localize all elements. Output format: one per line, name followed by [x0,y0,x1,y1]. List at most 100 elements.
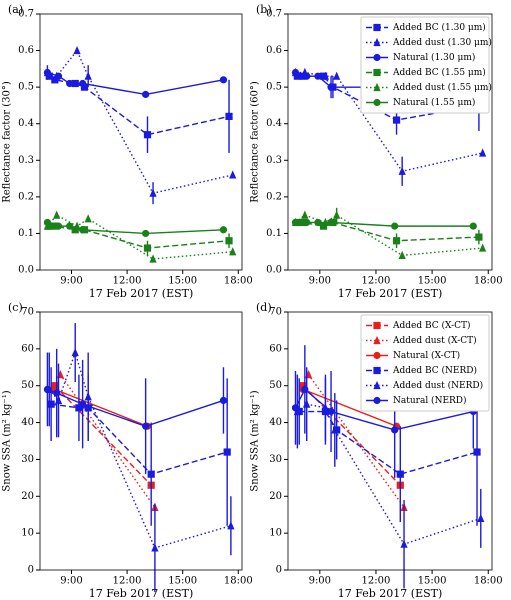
marker [314,72,322,80]
x-tick-label: 18:00 [224,276,253,287]
y-tick-label: 0.7 [18,9,34,20]
y-tick-label: 0 [28,565,34,576]
marker [79,400,87,408]
marker [149,188,157,197]
legend-box [360,16,490,114]
marker [373,53,381,62]
x-axis-label: 17 Feb 2017 (EST) [89,287,194,300]
x-tick-label: 12:00 [113,276,142,287]
marker [142,90,150,99]
panel: 0 10 20 30 40 50 60 70 9:00 12:00 15:00 18:00 17 Feb… [250,301,503,600]
legend-label: Added dust (X-CT) [392,335,477,346]
marker [53,389,61,397]
marker [331,425,339,434]
marker [391,426,399,434]
y-tick-label: 0.6 [266,45,282,56]
marker [149,254,157,263]
panel-label: (b) [256,3,272,16]
marker [79,79,87,88]
marker [373,82,381,92]
axes-frame [39,311,243,571]
y-axis-label: Reflectance factor (60°) [250,81,261,203]
axes-frame [39,13,243,271]
x-tick-label: 9:00 [60,276,82,287]
marker [73,45,81,55]
marker [223,448,231,456]
panel: 0.0 0.1 0.2 0.3 0.4 0.5 0.6 0.7 9:00 12:00 15:00 18… [250,3,503,300]
marker [43,68,52,77]
marker [54,72,63,80]
y-axis-label: Snow SSA (m² kg⁻¹) [2,390,13,491]
marker [373,23,381,32]
marker [479,243,487,252]
series-line [51,403,228,475]
marker [301,385,309,393]
y-tick-label: 0.3 [266,155,282,166]
marker [143,131,152,139]
y-tick-label: 0.0 [266,265,282,276]
y-tick-label: 70 [269,307,282,318]
x-tick-label: 9:00 [309,276,331,287]
marker [479,148,487,157]
marker [319,222,328,230]
legend-label: Added BC (1.55 μm) [392,67,486,78]
y-tick-label: 0.1 [266,228,282,239]
marker [373,396,381,405]
y-tick-label: 30 [269,454,282,465]
marker [142,422,150,430]
marker [53,210,61,219]
marker [373,335,381,345]
x-tick-label: 15:00 [168,576,197,587]
legend-box [360,314,490,412]
series-line [48,350,232,549]
marker [473,448,481,456]
marker [225,237,233,245]
series-line [308,374,405,508]
x-tick-label: 12:00 [362,576,391,587]
y-tick-label: 0.5 [266,82,282,93]
marker [80,83,89,91]
marker [299,72,307,80]
marker [43,218,52,227]
legend: Added BC (1.30 μm) Added dust (1.30 μm) Na… [360,16,492,114]
y-axis-label: Reflectance factor (30°) [2,81,13,203]
x-tick-label: 15:00 [418,576,447,587]
marker [75,404,83,412]
marker [392,237,401,245]
panel-label: (d) [256,301,272,314]
marker [373,321,381,330]
marker [391,222,399,230]
y-tick-label: 0.2 [266,191,282,202]
marker [327,407,335,416]
x-tick-label: 18:00 [474,276,503,287]
marker [225,112,233,120]
legend-label: Natural (1.30 μm) [393,52,475,63]
legend-label: Added dust (1.55 μm) [392,82,492,93]
marker [291,218,300,227]
y-tick-label: 60 [21,343,34,354]
marker [400,539,408,548]
panel-label: (a) [8,3,23,16]
series-line [59,374,156,508]
marker [84,214,92,223]
marker [321,71,330,80]
marker [327,218,335,227]
marker [373,37,381,47]
marker [51,382,59,390]
y-tick-label: 0.5 [18,82,34,93]
y-tick-label: 50 [269,380,282,391]
marker [227,521,235,530]
x-axis-label: 17 Feb 2017 (EST) [89,587,194,600]
panel: 0.0 0.1 0.2 0.3 0.4 0.5 0.6 0.7 9:00 12:00 15:00 18… [2,3,253,300]
y-tick-label: 0.4 [18,118,34,129]
x-tick-label: 9:00 [60,576,82,587]
legend-label: Natural (X-CT) [393,350,460,361]
marker [333,71,341,80]
y-tick-label: 60 [269,343,282,354]
series-line [54,388,148,427]
panel-label: (c) [8,301,23,314]
marker [47,400,55,408]
marker [219,396,228,405]
marker [229,170,237,179]
marker [142,229,150,238]
